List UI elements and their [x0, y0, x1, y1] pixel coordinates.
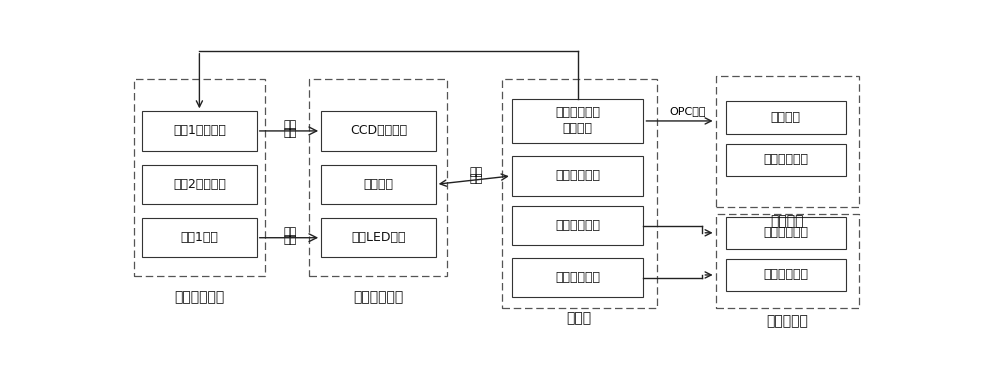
FancyBboxPatch shape [142, 111, 257, 151]
FancyBboxPatch shape [726, 259, 846, 291]
Text: 伺服调整系统
控制模块: 伺服调整系统 控制模块 [555, 107, 600, 135]
Text: 调整: 调整 [283, 235, 297, 245]
Text: 相机1运动平台: 相机1运动平台 [173, 124, 226, 138]
Text: 相机通讯模块: 相机通讯模块 [555, 169, 600, 182]
FancyBboxPatch shape [726, 217, 846, 249]
Text: 主轴转动: 主轴转动 [771, 111, 801, 124]
Text: 位置: 位置 [283, 120, 297, 130]
Text: 工控机: 工控机 [567, 312, 592, 326]
FancyBboxPatch shape [512, 99, 643, 143]
Text: 相机2运动平台: 相机2运动平台 [173, 178, 226, 191]
Text: 主轴上下运动: 主轴上下运动 [763, 153, 808, 166]
FancyBboxPatch shape [726, 101, 846, 134]
FancyBboxPatch shape [726, 143, 846, 176]
FancyBboxPatch shape [321, 111, 436, 151]
Text: 图像: 图像 [469, 167, 483, 177]
Text: 最大磨损宽度: 最大磨损宽度 [763, 269, 808, 281]
FancyBboxPatch shape [512, 206, 643, 245]
FancyBboxPatch shape [512, 258, 643, 297]
Text: 姿态: 姿态 [283, 227, 297, 237]
Text: 相机1云台: 相机1云台 [180, 231, 218, 244]
Text: 图像处理模块: 图像处理模块 [555, 271, 600, 284]
Text: 机床通讯模块: 机床通讯模块 [555, 219, 600, 232]
FancyBboxPatch shape [321, 165, 436, 204]
FancyBboxPatch shape [321, 218, 436, 257]
Text: 环形LED光源: 环形LED光源 [351, 231, 406, 244]
Text: 数控系统: 数控系统 [770, 214, 804, 228]
Text: CCD工业相机: CCD工业相机 [350, 124, 407, 138]
Text: 刀口磨损面积: 刀口磨损面积 [763, 226, 808, 239]
Text: 磨损量计算: 磨损量计算 [766, 315, 808, 328]
FancyBboxPatch shape [142, 218, 257, 257]
Text: 伺服调整系统: 伺服调整系统 [174, 290, 225, 304]
FancyBboxPatch shape [142, 165, 257, 204]
Text: 采集: 采集 [469, 174, 483, 184]
Text: 图像采集系统: 图像采集系统 [353, 290, 404, 304]
FancyBboxPatch shape [512, 156, 643, 196]
Text: 调整: 调整 [283, 128, 297, 138]
Text: OPC通讯: OPC通讯 [669, 106, 706, 116]
Text: 远心镜头: 远心镜头 [363, 178, 393, 191]
